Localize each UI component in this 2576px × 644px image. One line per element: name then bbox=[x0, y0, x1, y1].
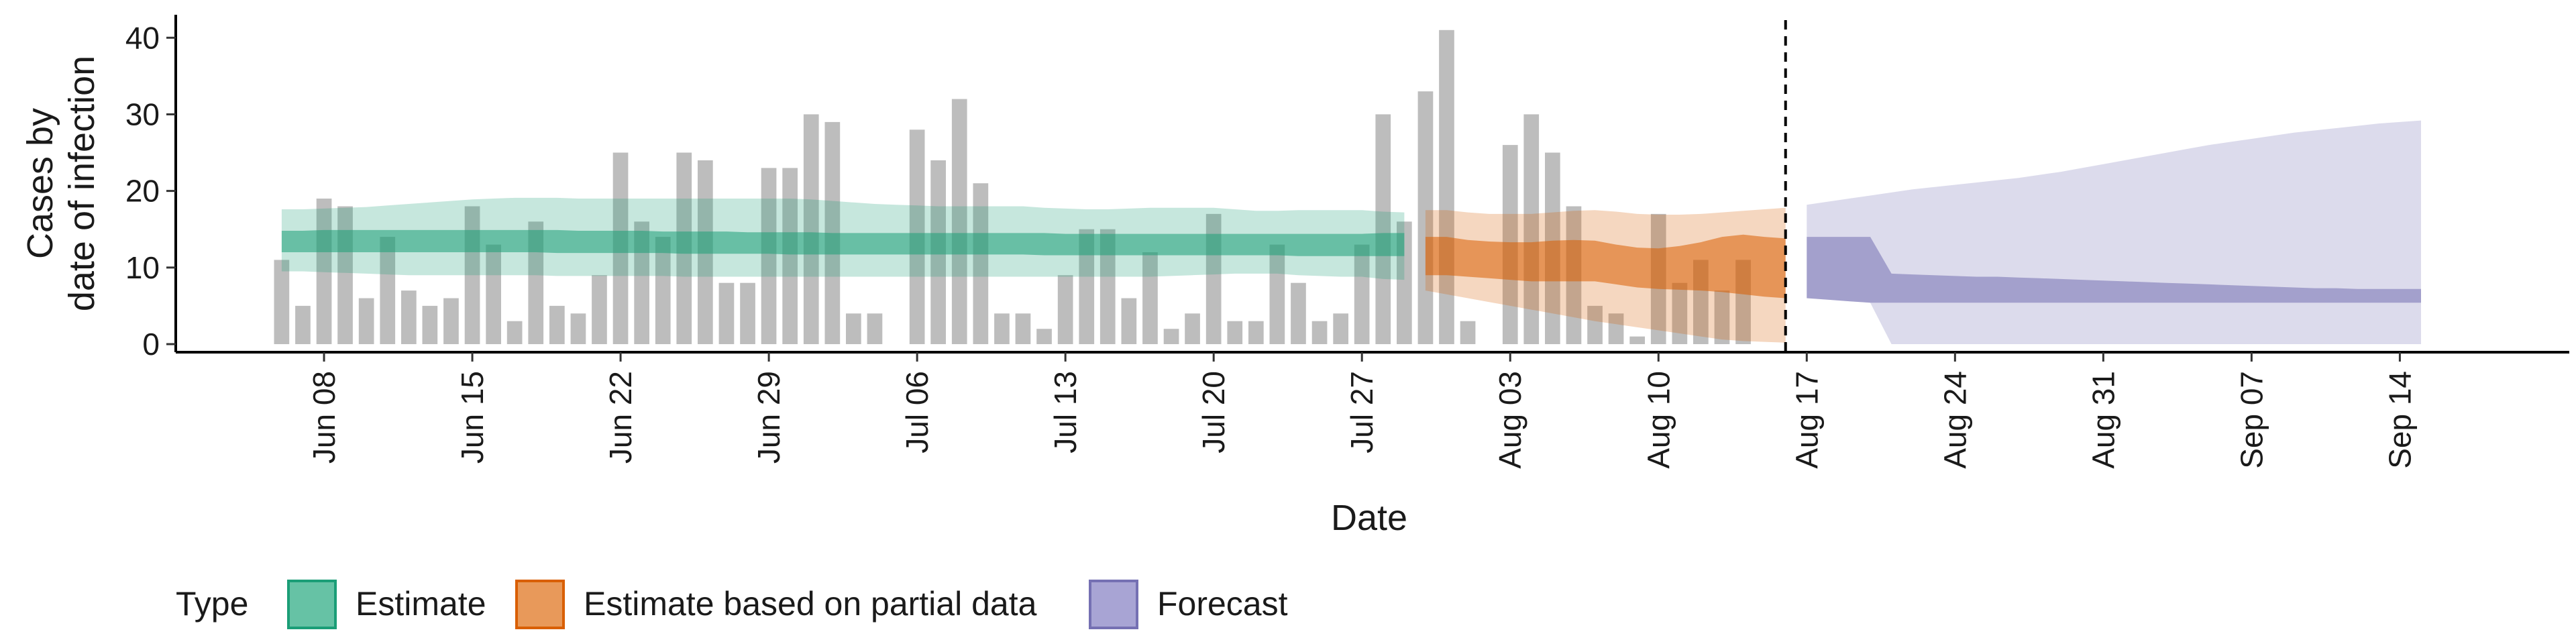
case-bar bbox=[1417, 91, 1434, 344]
case-bar bbox=[1099, 229, 1116, 344]
bars-layer bbox=[274, 30, 1751, 345]
case-bar bbox=[486, 244, 501, 344]
case-bar bbox=[803, 114, 819, 344]
case-bar bbox=[1354, 244, 1370, 344]
ribbon-layer bbox=[281, 120, 2421, 344]
case-bar bbox=[422, 305, 438, 344]
x-tick-label: Sep 14 bbox=[2382, 371, 2417, 469]
case-bar bbox=[846, 313, 861, 344]
x-tick-label: Jul 06 bbox=[900, 371, 934, 453]
case-bar bbox=[761, 168, 777, 344]
case-bar bbox=[274, 260, 290, 344]
y-axis-title-line-1: Cases by bbox=[20, 108, 60, 259]
legend-items: Estimate Estimate based on partial data Fo… bbox=[287, 580, 1288, 629]
axes-layer: 0 10 20 30 40 Jun 08 Jun 15 Jun 22 Jun 29 Jul 06… bbox=[125, 15, 2569, 469]
case-bar bbox=[1185, 313, 1200, 344]
y-ticks: 0 10 20 30 40 bbox=[125, 20, 176, 362]
case-bar bbox=[1248, 321, 1264, 344]
x-tick-label: Jun 29 bbox=[751, 371, 786, 464]
legend-label-estimate: Estimate bbox=[356, 585, 486, 623]
case-bar bbox=[1057, 275, 1073, 344]
case-bar bbox=[358, 298, 374, 344]
y-tick-label: 0 bbox=[142, 327, 160, 362]
case-bar bbox=[994, 313, 1010, 344]
legend-label-estimate-based-on-partial-data: Estimate based on partial data bbox=[584, 585, 1037, 623]
case-bar bbox=[1142, 252, 1158, 344]
forecast-outer-band bbox=[1807, 120, 2421, 344]
x-tick-label: Jun 22 bbox=[603, 371, 638, 464]
x-tick-label: Aug 24 bbox=[1937, 371, 1972, 469]
case-bar bbox=[1460, 321, 1476, 344]
y-tick-label: 20 bbox=[125, 174, 160, 209]
case-bar bbox=[1311, 321, 1328, 344]
forecast-inner-band bbox=[1807, 237, 2421, 303]
case-bar bbox=[592, 275, 607, 344]
case-bar bbox=[1375, 114, 1391, 344]
y-axis-title-line-2: date of infection bbox=[62, 56, 102, 311]
case-bar bbox=[718, 282, 735, 344]
case-bar bbox=[570, 313, 586, 344]
case-bar bbox=[401, 290, 417, 344]
legend: Type Estimate Estimate based on partial d… bbox=[176, 580, 1288, 629]
case-bar bbox=[1227, 321, 1243, 344]
case-bar bbox=[951, 99, 967, 344]
estimate-based-on-partial-data-inner-band bbox=[1425, 234, 1786, 299]
case-bar bbox=[1333, 313, 1348, 344]
y-tick-label: 10 bbox=[125, 250, 160, 285]
x-tick-label: Aug 17 bbox=[1789, 371, 1824, 469]
x-tick-label: Sep 07 bbox=[2234, 371, 2269, 469]
y-tick-label: 40 bbox=[125, 20, 160, 55]
case-bar bbox=[1163, 329, 1179, 344]
x-tick-label: Jun 08 bbox=[307, 371, 341, 464]
x-ticks: Jun 08 Jun 15 Jun 22 Jun 29 Jul 06 Jul 13 Jul … bbox=[307, 352, 2417, 469]
legend-title: Type bbox=[176, 585, 248, 623]
case-bar bbox=[1672, 282, 1688, 344]
case-bar bbox=[549, 305, 565, 344]
y-tick-label: 30 bbox=[125, 97, 160, 131]
case-bar bbox=[1629, 336, 1645, 344]
legend-label-forecast: Forecast bbox=[1157, 585, 1288, 623]
x-tick-label: Aug 31 bbox=[2086, 371, 2121, 469]
x-tick-label: Aug 10 bbox=[1641, 371, 1676, 469]
case-bar bbox=[1523, 114, 1540, 344]
x-tick-label: Jul 13 bbox=[1048, 371, 1083, 453]
case-bar bbox=[973, 183, 989, 344]
case-bar bbox=[1439, 30, 1454, 345]
legend-key-forecast bbox=[1089, 580, 1138, 629]
case-bar bbox=[740, 282, 755, 344]
case-bar bbox=[1269, 244, 1285, 344]
case-bar bbox=[1036, 329, 1052, 344]
case-bar bbox=[655, 237, 671, 344]
case-bar bbox=[443, 298, 459, 344]
x-tick-label: Aug 03 bbox=[1493, 371, 1527, 469]
axis-titles: Date Cases by date of infection bbox=[20, 56, 1407, 538]
x-tick-label: Jul 27 bbox=[1344, 371, 1379, 453]
legend-key-estimate bbox=[287, 580, 337, 629]
case-bar bbox=[782, 168, 798, 344]
case-bar bbox=[1587, 305, 1603, 344]
case-bar bbox=[867, 313, 883, 344]
x-tick-label: Jun 15 bbox=[455, 371, 490, 464]
case-bar bbox=[1608, 313, 1624, 344]
case-bar bbox=[1291, 282, 1306, 344]
case-bar bbox=[380, 237, 396, 344]
case-bar bbox=[1079, 229, 1095, 344]
case-bar bbox=[1015, 313, 1031, 344]
case-bar bbox=[506, 321, 523, 344]
case-bar bbox=[1714, 290, 1730, 344]
x-tick-label: Jul 20 bbox=[1196, 371, 1231, 453]
legend-key-estimate-based-on-partial-data bbox=[515, 580, 565, 629]
estimate-inner-band bbox=[281, 229, 1405, 256]
case-bar bbox=[1121, 298, 1137, 344]
x-axis-title: Date bbox=[1331, 498, 1407, 538]
case-bar bbox=[295, 305, 311, 344]
